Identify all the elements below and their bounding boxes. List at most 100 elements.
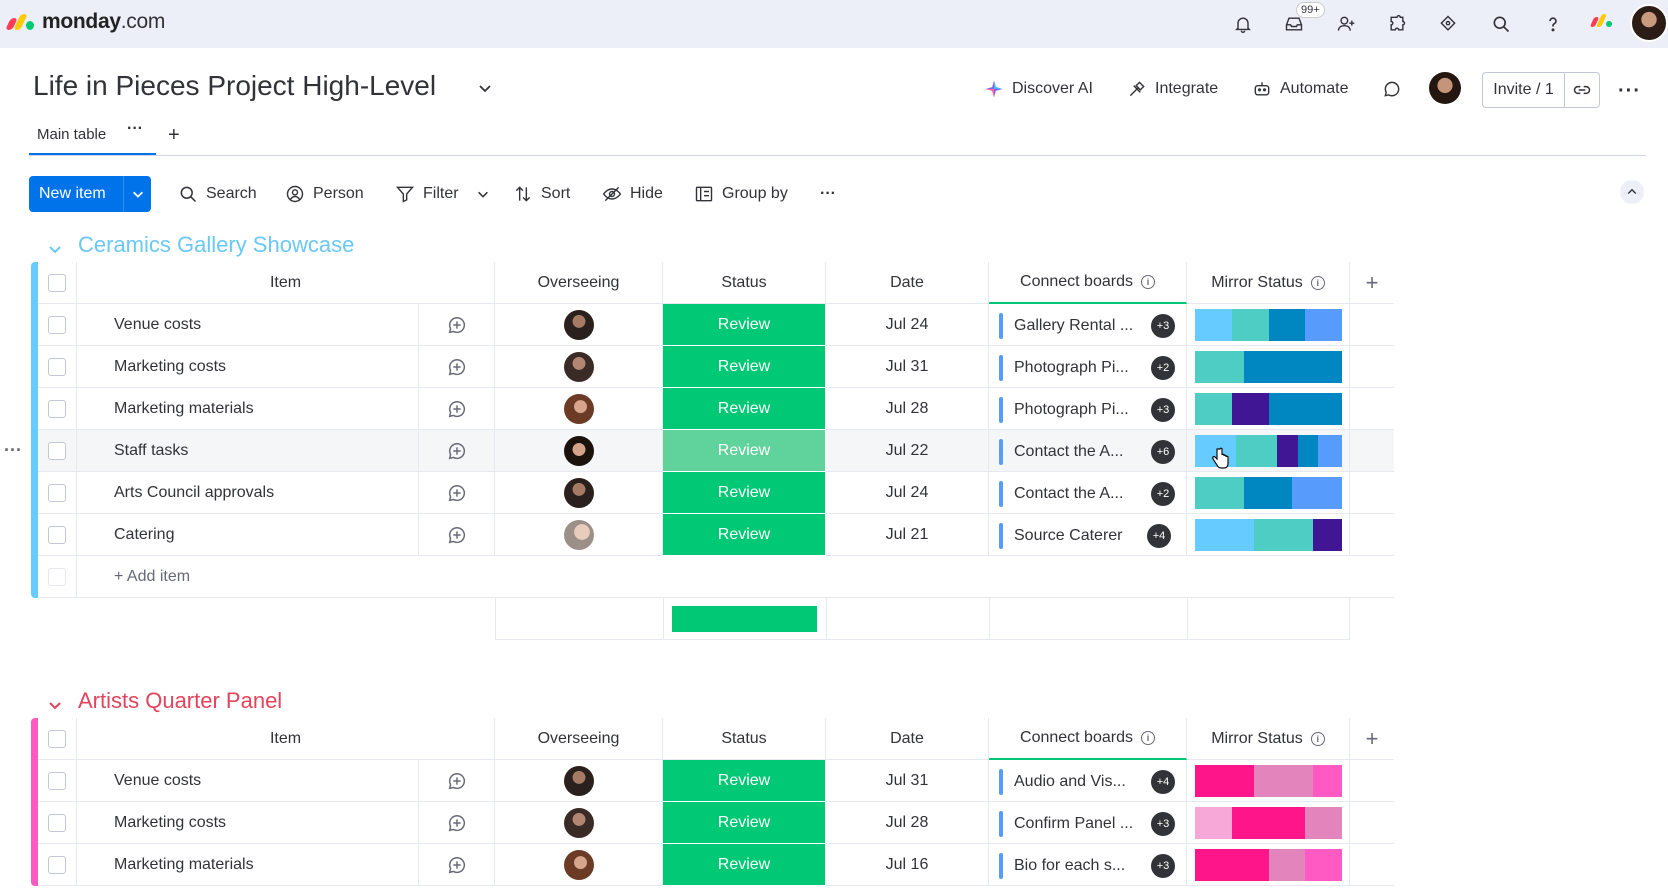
row-checkbox-cell[interactable] — [38, 760, 77, 802]
connected-items-count-badge[interactable]: +4 — [1147, 524, 1171, 548]
teams-icon[interactable] — [1432, 8, 1464, 40]
person-avatar[interactable] — [563, 435, 594, 466]
add-update-icon[interactable] — [419, 346, 495, 388]
date-cell[interactable]: Jul 21 — [826, 514, 989, 556]
new-item-button[interactable]: New item — [29, 176, 151, 212]
column-header-overseeing[interactable]: Overseeing — [495, 718, 663, 760]
item-name[interactable]: Arts Council approvals — [77, 472, 419, 514]
item-name[interactable]: Catering — [77, 514, 419, 556]
row-checkbox-cell[interactable] — [38, 388, 77, 430]
monday-logo[interactable]: monday.com — [5, 10, 165, 34]
person-cell[interactable] — [495, 472, 663, 514]
connect-boards-cell[interactable]: Source Caterer +4 — [989, 514, 1187, 556]
status-summary-bar[interactable] — [672, 606, 817, 632]
connected-item[interactable]: Confirm Panel ... — [999, 811, 1133, 837]
date-cell[interactable]: Jul 22 — [826, 430, 989, 472]
mirror-status-cell[interactable] — [1187, 472, 1350, 514]
item-name[interactable]: Marketing materials — [77, 844, 419, 886]
connected-item[interactable]: Audio and Vis... — [999, 769, 1126, 795]
row-checkbox[interactable] — [48, 399, 66, 418]
more-actions-dots-icon[interactable]: ··· — [820, 185, 836, 202]
row-checkbox[interactable] — [48, 813, 66, 832]
group-title[interactable]: Ceramics Gallery Showcase — [78, 232, 355, 257]
group-by-button[interactable]: Group by — [694, 181, 788, 207]
column-header-status[interactable]: Status — [663, 718, 826, 760]
connected-item[interactable]: Bio for each s... — [999, 853, 1125, 879]
row-checkbox-cell[interactable] — [38, 514, 77, 556]
select-all-checkbox-cell[interactable] — [38, 262, 77, 304]
row-checkbox[interactable] — [48, 315, 66, 334]
date-cell[interactable]: Jul 16 — [826, 844, 989, 886]
mirror-status-cell[interactable] — [1187, 304, 1350, 346]
filter-dropdown-icon[interactable] — [476, 187, 490, 201]
info-icon[interactable]: i — [1310, 731, 1325, 746]
connect-boards-cell[interactable]: Gallery Rental ... +3 — [989, 304, 1187, 346]
person-avatar[interactable] — [563, 519, 594, 550]
inbox-icon[interactable]: 99+ — [1278, 2, 1325, 40]
row-checkbox[interactable] — [48, 483, 66, 502]
chevron-down-icon[interactable] — [477, 80, 493, 96]
mirror-status-cell[interactable] — [1187, 802, 1350, 844]
person-cell[interactable] — [495, 760, 663, 802]
row-checkbox[interactable] — [48, 855, 66, 874]
search-button[interactable]: Search — [178, 181, 257, 207]
date-cell[interactable]: Jul 24 — [826, 304, 989, 346]
row-checkbox[interactable] — [48, 357, 66, 376]
row-checkbox-cell[interactable] — [38, 430, 77, 472]
board-menu-dots-icon[interactable]: ··· — [1618, 80, 1641, 102]
column-header-item[interactable]: Item — [77, 262, 495, 304]
connect-boards-cell[interactable]: Contact the A... +2 — [989, 472, 1187, 514]
sort-button[interactable]: Sort — [513, 181, 570, 207]
connect-boards-cell[interactable]: Bio for each s... +3 — [989, 844, 1187, 886]
person-avatar[interactable] — [563, 477, 594, 508]
group-collapse-chevron-icon[interactable] — [47, 697, 63, 713]
item-name[interactable]: Venue costs — [77, 304, 419, 346]
row-options-dots-icon[interactable]: ··· — [4, 440, 22, 460]
help-icon[interactable] — [1537, 8, 1569, 40]
add-column-icon[interactable]: + — [1350, 718, 1394, 760]
connect-boards-cell[interactable]: Photograph Pi... +2 — [989, 346, 1187, 388]
date-cell[interactable]: Jul 24 — [826, 472, 989, 514]
invite-members-icon[interactable] — [1330, 8, 1362, 40]
connected-items-count-badge[interactable]: +2 — [1151, 482, 1175, 506]
row-checkbox-cell[interactable] — [38, 802, 77, 844]
mirror-status-cell[interactable] — [1187, 346, 1350, 388]
integrate-button[interactable]: Integrate — [1127, 76, 1218, 102]
item-name[interactable]: Staff tasks — [77, 430, 419, 472]
connected-item[interactable]: Source Caterer — [999, 523, 1123, 549]
status-label[interactable]: Review — [663, 844, 826, 886]
column-header-connect-boards[interactable]: Connect boards i — [989, 718, 1187, 760]
row-checkbox-cell[interactable] — [38, 304, 77, 346]
person-avatar[interactable] — [563, 393, 594, 424]
search-icon[interactable] — [1485, 8, 1517, 40]
tab-options-dots-icon[interactable]: ··· — [127, 120, 143, 137]
status-label[interactable]: Review — [663, 430, 826, 472]
column-header-connect-boards[interactable]: Connect boards i — [989, 262, 1187, 304]
connected-items-count-badge[interactable]: +3 — [1151, 398, 1175, 422]
apps-marketplace-icon[interactable] — [1381, 8, 1413, 40]
person-cell[interactable] — [495, 346, 663, 388]
add-update-icon[interactable] — [419, 304, 495, 346]
board-title[interactable]: Life in Pieces Project High-Level — [33, 70, 437, 101]
row-checkbox[interactable] — [48, 525, 66, 544]
mirror-status-cell[interactable] — [1187, 388, 1350, 430]
connected-items-count-badge[interactable]: +6 — [1151, 440, 1175, 464]
person-avatar[interactable] — [563, 765, 594, 796]
hide-button[interactable]: Hide — [602, 181, 663, 207]
product-switcher-icon[interactable] — [1589, 14, 1612, 27]
select-all-checkbox-cell[interactable] — [38, 718, 77, 760]
status-label[interactable]: Review — [663, 802, 826, 844]
date-cell[interactable]: Jul 28 — [826, 388, 989, 430]
select-all-checkbox[interactable] — [48, 729, 66, 748]
group-title[interactable]: Artists Quarter Panel — [78, 688, 283, 713]
column-header-status[interactable]: Status — [663, 262, 826, 304]
connect-boards-cell[interactable]: Audio and Vis... +4 — [989, 760, 1187, 802]
connected-items-count-badge[interactable]: +3 — [1151, 812, 1175, 836]
status-label[interactable]: Review — [663, 388, 826, 430]
add-update-icon[interactable] — [419, 472, 495, 514]
date-cell[interactable]: Jul 31 — [826, 760, 989, 802]
add-update-icon[interactable] — [419, 844, 495, 886]
person-cell[interactable] — [495, 802, 663, 844]
person-avatar[interactable] — [563, 807, 594, 838]
person-avatar[interactable] — [563, 849, 594, 880]
